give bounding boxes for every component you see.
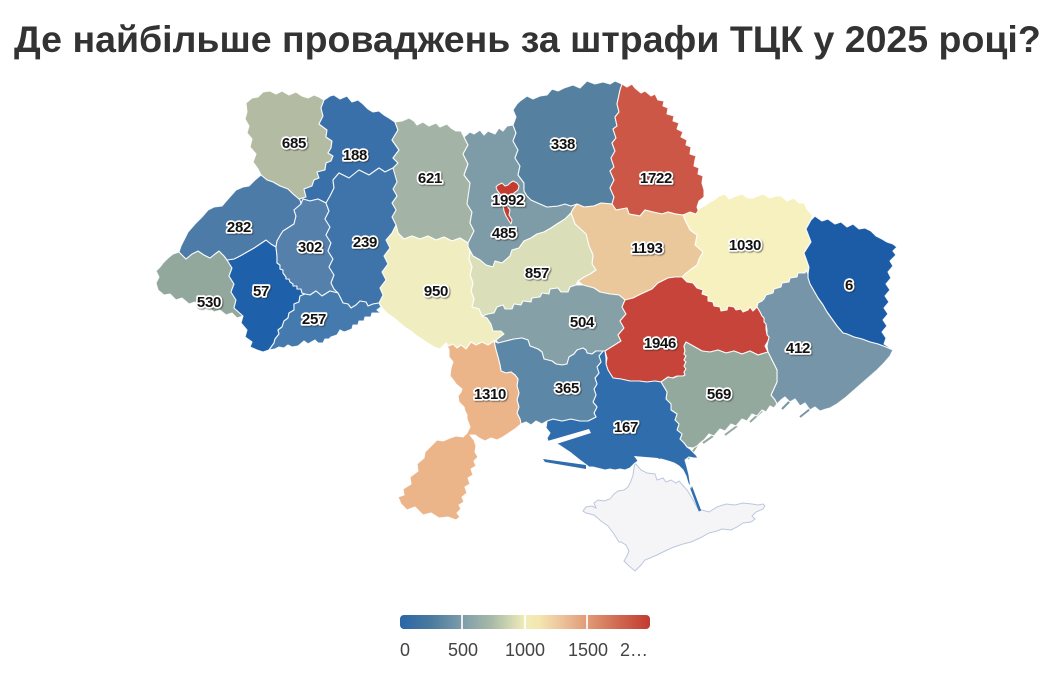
svg-text:1193: 1193 [631,240,662,257]
svg-text:6: 6 [845,277,853,294]
svg-text:685: 685 [282,135,306,152]
svg-text:1992: 1992 [492,192,524,209]
svg-text:569: 569 [707,386,731,403]
svg-text:302: 302 [298,239,322,256]
svg-text:167: 167 [614,419,638,436]
svg-text:504: 504 [570,314,595,331]
svg-text:1946: 1946 [644,335,676,352]
svg-text:257: 257 [302,311,326,328]
svg-text:621: 621 [418,170,442,187]
svg-text:412: 412 [786,340,810,357]
svg-text:365: 365 [555,380,579,397]
svg-text:338: 338 [551,136,575,153]
svg-text:1030: 1030 [729,237,761,254]
svg-text:239: 239 [353,234,377,251]
svg-text:282: 282 [227,219,251,236]
svg-text:1310: 1310 [474,386,506,403]
svg-text:57: 57 [253,283,269,300]
svg-text:857: 857 [525,265,549,282]
svg-text:1722: 1722 [640,170,672,187]
svg-text:950: 950 [424,283,448,300]
svg-text:485: 485 [492,225,516,242]
svg-text:530: 530 [197,294,221,311]
svg-text:188: 188 [343,147,367,164]
